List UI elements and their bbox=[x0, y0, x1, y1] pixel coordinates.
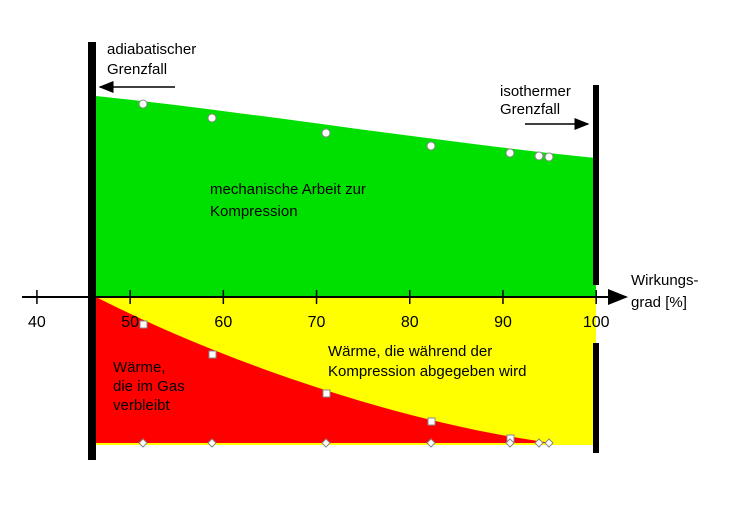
point-marker bbox=[322, 389, 331, 398]
point-marker bbox=[208, 350, 217, 359]
annotation: mechanische Arbeit zur bbox=[210, 181, 366, 198]
annotation: Wärme, bbox=[113, 359, 166, 376]
point-marker bbox=[138, 99, 148, 109]
red-area bbox=[96, 297, 552, 443]
point-marker bbox=[505, 148, 515, 158]
x-axis-label: grad [%] bbox=[631, 294, 687, 311]
green-area bbox=[96, 96, 596, 297]
x-axis-label: Wirkungs- bbox=[631, 272, 699, 289]
annotation: die im Gas bbox=[113, 378, 185, 395]
x-tick-label: 50 bbox=[121, 314, 139, 331]
point-marker bbox=[427, 417, 436, 426]
annotation: Wärme, die während der bbox=[328, 343, 492, 360]
point-marker bbox=[544, 152, 554, 162]
annotation: adiabatischer bbox=[107, 41, 196, 58]
point-marker bbox=[207, 113, 217, 123]
left-limit-bar bbox=[88, 42, 96, 460]
markers bbox=[138, 99, 554, 448]
right-limit-bar bbox=[593, 343, 599, 453]
annotation: Grenzfall bbox=[500, 101, 560, 118]
x-tick-label: 100 bbox=[583, 314, 610, 331]
point-marker bbox=[426, 141, 436, 151]
annotation: Kompression abgegeben wird bbox=[328, 363, 526, 380]
annotation: isothermer bbox=[500, 83, 571, 100]
x-tick-label: 70 bbox=[308, 314, 326, 331]
right-limit-bar bbox=[593, 85, 599, 285]
point-marker bbox=[534, 151, 544, 161]
x-tick-label: 80 bbox=[401, 314, 419, 331]
x-tick-label: 40 bbox=[28, 314, 46, 331]
point-marker bbox=[139, 320, 148, 329]
point-marker bbox=[138, 438, 554, 448]
annotation: verbleibt bbox=[113, 397, 171, 414]
x-tick-label: 90 bbox=[494, 314, 512, 331]
annotation: Kompression bbox=[210, 203, 298, 220]
point-marker bbox=[321, 128, 331, 138]
x-tick-label: 60 bbox=[214, 314, 232, 331]
annotation: Grenzfall bbox=[107, 61, 167, 78]
